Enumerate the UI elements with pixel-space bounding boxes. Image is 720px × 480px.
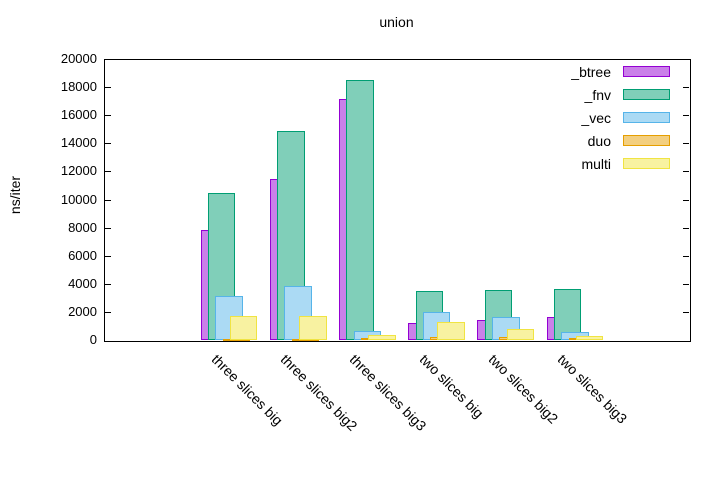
x-category-label: two slices big2 bbox=[485, 351, 562, 427]
legend-row: _fnv bbox=[571, 83, 670, 106]
y-tick-mark-left bbox=[105, 87, 111, 89]
x-category-label: three slices big bbox=[208, 351, 287, 429]
y-tick-mark-right bbox=[683, 87, 689, 89]
legend-row: _btree bbox=[571, 60, 670, 83]
bar-multi-group4 bbox=[437, 321, 465, 340]
y-tick-mark-left bbox=[105, 255, 111, 257]
legend-label: _btree bbox=[571, 63, 611, 80]
legend-swatch bbox=[623, 66, 670, 77]
y-tick-mark-left bbox=[105, 115, 111, 117]
y-tick-label: 20000 bbox=[60, 51, 97, 66]
x-category-label: two slices big3 bbox=[554, 351, 631, 427]
y-tick-mark-right bbox=[683, 143, 689, 145]
legend-swatch bbox=[623, 112, 670, 123]
y-tick-mark-left bbox=[105, 199, 111, 201]
bar-multi-group3 bbox=[368, 335, 396, 340]
y-tick-label: 16000 bbox=[60, 107, 97, 123]
y-tick-label: 12000 bbox=[60, 163, 97, 179]
legend-label: _vec bbox=[581, 109, 611, 126]
chart-title: union bbox=[379, 14, 414, 30]
y-tick-mark-right bbox=[683, 311, 689, 313]
y-tick-mark-left bbox=[105, 283, 111, 285]
y-tick-label: 14000 bbox=[60, 135, 97, 151]
legend-row: multi bbox=[571, 152, 670, 175]
y-tick-mark-right bbox=[683, 171, 689, 173]
bar-multi-group2 bbox=[299, 316, 327, 340]
legend-row: _vec bbox=[571, 106, 670, 129]
y-tick-mark-left bbox=[105, 227, 111, 229]
legend-row: duo bbox=[571, 129, 670, 152]
legend-swatch bbox=[623, 89, 670, 100]
legend-label: duo bbox=[587, 132, 611, 149]
y-tick-mark-left bbox=[105, 171, 111, 173]
y-tick-label: 4000 bbox=[68, 275, 97, 291]
x-category-label: two slices big bbox=[416, 351, 487, 422]
legend-label: _fnv bbox=[584, 86, 611, 103]
y-tick-mark-left bbox=[105, 311, 111, 313]
bar-multi-group6 bbox=[575, 335, 604, 340]
y-tick-label: 0 bbox=[89, 332, 97, 347]
y-tick-label: 8000 bbox=[68, 219, 97, 235]
y-tick-mark-right bbox=[683, 255, 689, 257]
bar-multi-group5 bbox=[506, 329, 535, 340]
y-tick-label: 6000 bbox=[68, 247, 97, 263]
y-tick-mark-left bbox=[105, 143, 111, 145]
legend-label: multi bbox=[581, 155, 611, 172]
y-tick-mark-right bbox=[683, 115, 689, 117]
y-tick-label: 10000 bbox=[60, 191, 97, 207]
y-tick-label: 2000 bbox=[68, 303, 97, 319]
y-axis-label: ns/iter bbox=[7, 175, 23, 215]
legend-swatch bbox=[623, 158, 670, 169]
legend-swatch bbox=[623, 135, 670, 146]
y-tick-mark-right bbox=[683, 227, 689, 229]
bar-multi-group1 bbox=[229, 315, 258, 340]
bar-fnv-group3 bbox=[346, 79, 374, 340]
y-tick-mark-right bbox=[683, 283, 689, 285]
y-tick-label: 18000 bbox=[60, 79, 97, 95]
y-tick-mark-right bbox=[683, 199, 689, 201]
